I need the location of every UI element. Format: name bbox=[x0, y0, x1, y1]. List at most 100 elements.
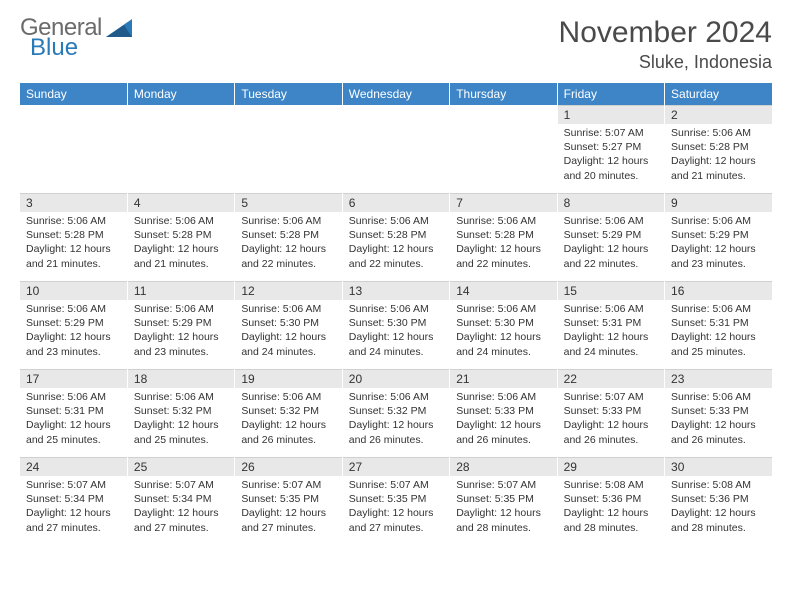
day-details: Sunrise: 5:06 AMSunset: 5:31 PMDaylight:… bbox=[20, 388, 127, 451]
calendar-week: 17Sunrise: 5:06 AMSunset: 5:31 PMDayligh… bbox=[20, 369, 772, 457]
day-details: Sunrise: 5:08 AMSunset: 5:36 PMDaylight:… bbox=[558, 476, 664, 539]
day-details: Sunrise: 5:06 AMSunset: 5:32 PMDaylight:… bbox=[235, 388, 341, 451]
day-number: 14 bbox=[450, 281, 556, 300]
calendar-cell: 6Sunrise: 5:06 AMSunset: 5:28 PMDaylight… bbox=[342, 193, 449, 281]
day-number: 18 bbox=[128, 369, 234, 388]
day-number: 26 bbox=[235, 457, 341, 476]
day-details: Sunrise: 5:07 AMSunset: 5:35 PMDaylight:… bbox=[450, 476, 556, 539]
calendar-cell: 26Sunrise: 5:07 AMSunset: 5:35 PMDayligh… bbox=[235, 457, 342, 545]
calendar-cell bbox=[20, 105, 127, 193]
day-details: Sunrise: 5:06 AMSunset: 5:30 PMDaylight:… bbox=[235, 300, 341, 363]
calendar-cell: 24Sunrise: 5:07 AMSunset: 5:34 PMDayligh… bbox=[20, 457, 127, 545]
day-number: 15 bbox=[558, 281, 664, 300]
day-details: Sunrise: 5:06 AMSunset: 5:28 PMDaylight:… bbox=[235, 212, 341, 275]
day-number: 20 bbox=[343, 369, 449, 388]
day-details: Sunrise: 5:06 AMSunset: 5:28 PMDaylight:… bbox=[665, 124, 772, 187]
calendar-cell: 30Sunrise: 5:08 AMSunset: 5:36 PMDayligh… bbox=[665, 457, 772, 545]
header: General Blue November 2024 Sluke, Indone… bbox=[20, 16, 772, 73]
day-details: Sunrise: 5:06 AMSunset: 5:28 PMDaylight:… bbox=[450, 212, 556, 275]
calendar-cell: 23Sunrise: 5:06 AMSunset: 5:33 PMDayligh… bbox=[665, 369, 772, 457]
day-details: Sunrise: 5:07 AMSunset: 5:34 PMDaylight:… bbox=[128, 476, 234, 539]
day-header: Thursday bbox=[450, 83, 557, 105]
day-number: 22 bbox=[558, 369, 664, 388]
day-number: 23 bbox=[665, 369, 772, 388]
day-details: Sunrise: 5:06 AMSunset: 5:28 PMDaylight:… bbox=[343, 212, 449, 275]
day-details: Sunrise: 5:06 AMSunset: 5:30 PMDaylight:… bbox=[343, 300, 449, 363]
day-number: 19 bbox=[235, 369, 341, 388]
logo: General Blue bbox=[20, 16, 132, 60]
calendar-cell bbox=[127, 105, 234, 193]
day-details: Sunrise: 5:06 AMSunset: 5:32 PMDaylight:… bbox=[128, 388, 234, 451]
calendar-cell: 27Sunrise: 5:07 AMSunset: 5:35 PMDayligh… bbox=[342, 457, 449, 545]
day-number: 12 bbox=[235, 281, 341, 300]
day-number: 17 bbox=[20, 369, 127, 388]
calendar-cell: 29Sunrise: 5:08 AMSunset: 5:36 PMDayligh… bbox=[557, 457, 664, 545]
calendar-cell: 21Sunrise: 5:06 AMSunset: 5:33 PMDayligh… bbox=[450, 369, 557, 457]
calendar-cell: 17Sunrise: 5:06 AMSunset: 5:31 PMDayligh… bbox=[20, 369, 127, 457]
day-number: 24 bbox=[20, 457, 127, 476]
day-details: Sunrise: 5:06 AMSunset: 5:28 PMDaylight:… bbox=[128, 212, 234, 275]
day-number: 29 bbox=[558, 457, 664, 476]
day-number: 6 bbox=[343, 193, 449, 212]
day-details: Sunrise: 5:06 AMSunset: 5:31 PMDaylight:… bbox=[558, 300, 664, 363]
day-number: 13 bbox=[343, 281, 449, 300]
calendar-week: 24Sunrise: 5:07 AMSunset: 5:34 PMDayligh… bbox=[20, 457, 772, 545]
day-number: 28 bbox=[450, 457, 556, 476]
day-details: Sunrise: 5:08 AMSunset: 5:36 PMDaylight:… bbox=[665, 476, 772, 539]
day-number: 2 bbox=[665, 105, 772, 124]
day-number: 30 bbox=[665, 457, 772, 476]
day-number: 21 bbox=[450, 369, 556, 388]
calendar-cell: 9Sunrise: 5:06 AMSunset: 5:29 PMDaylight… bbox=[665, 193, 772, 281]
day-details: Sunrise: 5:07 AMSunset: 5:27 PMDaylight:… bbox=[558, 124, 664, 187]
day-number: 5 bbox=[235, 193, 341, 212]
day-number: 16 bbox=[665, 281, 772, 300]
calendar-week: 10Sunrise: 5:06 AMSunset: 5:29 PMDayligh… bbox=[20, 281, 772, 369]
day-number: 9 bbox=[665, 193, 772, 212]
calendar-week: 1Sunrise: 5:07 AMSunset: 5:27 PMDaylight… bbox=[20, 105, 772, 193]
day-number: 27 bbox=[343, 457, 449, 476]
day-number: 25 bbox=[128, 457, 234, 476]
calendar-cell bbox=[450, 105, 557, 193]
calendar-cell: 28Sunrise: 5:07 AMSunset: 5:35 PMDayligh… bbox=[450, 457, 557, 545]
day-details: Sunrise: 5:07 AMSunset: 5:34 PMDaylight:… bbox=[20, 476, 127, 539]
day-number: 3 bbox=[20, 193, 127, 212]
day-number: 8 bbox=[558, 193, 664, 212]
title-block: November 2024 Sluke, Indonesia bbox=[559, 16, 772, 73]
calendar-week: 3Sunrise: 5:06 AMSunset: 5:28 PMDaylight… bbox=[20, 193, 772, 281]
day-details: Sunrise: 5:07 AMSunset: 5:33 PMDaylight:… bbox=[558, 388, 664, 451]
day-details: Sunrise: 5:06 AMSunset: 5:28 PMDaylight:… bbox=[20, 212, 127, 275]
calendar-cell: 13Sunrise: 5:06 AMSunset: 5:30 PMDayligh… bbox=[342, 281, 449, 369]
day-details: Sunrise: 5:06 AMSunset: 5:29 PMDaylight:… bbox=[20, 300, 127, 363]
calendar-cell: 16Sunrise: 5:06 AMSunset: 5:31 PMDayligh… bbox=[665, 281, 772, 369]
day-number: 1 bbox=[558, 105, 664, 124]
day-header: Wednesday bbox=[342, 83, 449, 105]
day-details: Sunrise: 5:06 AMSunset: 5:32 PMDaylight:… bbox=[343, 388, 449, 451]
month-title: November 2024 bbox=[559, 16, 772, 50]
calendar-cell: 22Sunrise: 5:07 AMSunset: 5:33 PMDayligh… bbox=[557, 369, 664, 457]
day-details: Sunrise: 5:06 AMSunset: 5:29 PMDaylight:… bbox=[665, 212, 772, 275]
day-header: Friday bbox=[557, 83, 664, 105]
calendar-cell: 18Sunrise: 5:06 AMSunset: 5:32 PMDayligh… bbox=[127, 369, 234, 457]
day-details: Sunrise: 5:07 AMSunset: 5:35 PMDaylight:… bbox=[343, 476, 449, 539]
day-details: Sunrise: 5:06 AMSunset: 5:31 PMDaylight:… bbox=[665, 300, 772, 363]
day-number: 11 bbox=[128, 281, 234, 300]
calendar-cell: 10Sunrise: 5:06 AMSunset: 5:29 PMDayligh… bbox=[20, 281, 127, 369]
calendar-cell: 7Sunrise: 5:06 AMSunset: 5:28 PMDaylight… bbox=[450, 193, 557, 281]
day-header: Saturday bbox=[665, 83, 772, 105]
calendar-body: 1Sunrise: 5:07 AMSunset: 5:27 PMDaylight… bbox=[20, 105, 772, 545]
day-header: Tuesday bbox=[235, 83, 342, 105]
calendar-table: Sunday Monday Tuesday Wednesday Thursday… bbox=[20, 83, 772, 545]
location: Sluke, Indonesia bbox=[559, 52, 772, 73]
calendar-cell: 4Sunrise: 5:06 AMSunset: 5:28 PMDaylight… bbox=[127, 193, 234, 281]
day-number: 7 bbox=[450, 193, 556, 212]
day-details: Sunrise: 5:06 AMSunset: 5:33 PMDaylight:… bbox=[450, 388, 556, 451]
day-number: 10 bbox=[20, 281, 127, 300]
logo-word2: Blue bbox=[30, 36, 78, 60]
calendar-cell: 20Sunrise: 5:06 AMSunset: 5:32 PMDayligh… bbox=[342, 369, 449, 457]
day-header: Monday bbox=[127, 83, 234, 105]
calendar-cell: 14Sunrise: 5:06 AMSunset: 5:30 PMDayligh… bbox=[450, 281, 557, 369]
day-header: Sunday bbox=[20, 83, 127, 105]
day-header-row: Sunday Monday Tuesday Wednesday Thursday… bbox=[20, 83, 772, 105]
calendar-cell: 15Sunrise: 5:06 AMSunset: 5:31 PMDayligh… bbox=[557, 281, 664, 369]
day-number: 4 bbox=[128, 193, 234, 212]
